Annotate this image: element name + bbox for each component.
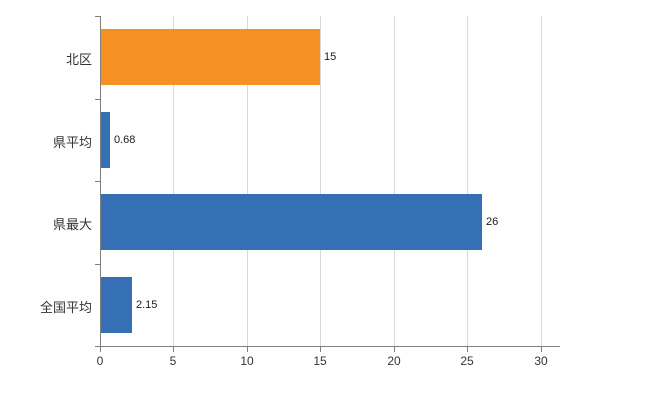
category-label: 全国平均 (39, 300, 92, 315)
gridline-x-5 (173, 16, 174, 346)
x-tick-mark-20 (394, 347, 395, 352)
y-tick-mark-1 (95, 99, 100, 100)
x-tick-label: 0 (96, 354, 104, 368)
x-tick-label: 30 (534, 354, 548, 368)
x-tick-label: 15 (313, 354, 327, 368)
y-tick-mark-4 (95, 346, 100, 347)
x-tick-mark-5 (173, 347, 174, 352)
x-tick-label: 10 (240, 354, 254, 368)
x-tick-mark-10 (247, 347, 248, 352)
x-tick-mark-25 (467, 347, 468, 352)
x-tick-mark-30 (541, 347, 542, 352)
y-tick-mark-3 (95, 264, 100, 265)
bar-3[interactable] (100, 194, 482, 250)
x-tick-label: 5 (169, 354, 177, 368)
x-axis-line (100, 346, 560, 347)
gridline-x-20 (394, 16, 395, 346)
gridline-x-15 (320, 16, 321, 346)
y-axis-line (100, 16, 101, 346)
category-label: 北区 (65, 52, 92, 67)
plot-area: 15 0.68 26 2.15 (100, 16, 560, 346)
gridline-x-10 (247, 16, 248, 346)
bar-value-label: 0.68 (114, 134, 136, 146)
bar-value-label: 15 (324, 51, 337, 63)
category-label: 県最大 (52, 217, 92, 232)
bar-value-label: 26 (486, 216, 499, 228)
x-tick-label: 25 (460, 354, 474, 368)
x-tick-mark-0 (100, 347, 101, 352)
x-tick-label: 20 (387, 354, 401, 368)
bar-4[interactable] (100, 277, 132, 333)
y-tick-mark-0 (95, 16, 100, 17)
y-tick-mark-2 (95, 181, 100, 182)
x-tick-mark-15 (320, 347, 321, 352)
bar-value-label: 2.15 (136, 299, 158, 311)
gridline-x-30 (541, 16, 542, 346)
gridline-x-25 (467, 16, 468, 346)
bar-2[interactable] (100, 112, 110, 168)
category-label: 県平均 (52, 135, 92, 150)
bar-1[interactable] (100, 29, 320, 85)
